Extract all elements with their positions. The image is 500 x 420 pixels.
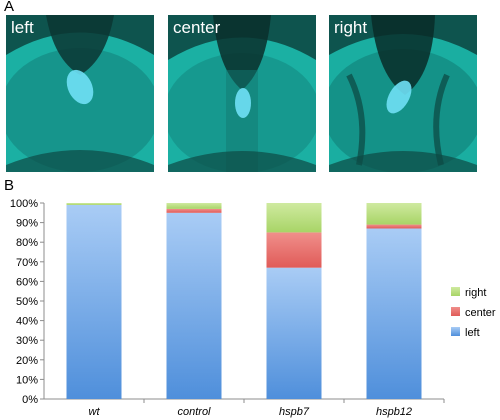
bar-segment-right xyxy=(66,203,122,205)
y-tick-label: 20% xyxy=(16,355,38,367)
y-tick-label: 80% xyxy=(16,237,38,249)
bar-segment-left xyxy=(366,228,422,399)
y-tick-label: 40% xyxy=(16,316,38,328)
micrograph-center: center xyxy=(168,15,316,172)
micrograph-label: left xyxy=(11,18,34,37)
micrograph-label: center xyxy=(173,18,221,37)
legend-label: right xyxy=(465,287,486,299)
bar-segment-right xyxy=(366,203,422,225)
panel-a-letter: A xyxy=(4,0,15,15)
bar-segment-center xyxy=(366,224,422,229)
bar-segment-left xyxy=(266,267,322,399)
y-tick-label: 100% xyxy=(10,198,38,210)
legend-swatch-right xyxy=(451,287,460,296)
bar-segment-center xyxy=(166,208,222,213)
micrograph-left: left xyxy=(6,15,154,172)
bar-segment-center xyxy=(266,232,322,268)
legend-label: center xyxy=(465,307,496,319)
y-tick-label: 10% xyxy=(16,374,38,386)
micrograph-right-image xyxy=(329,15,477,172)
legend-swatch-center xyxy=(451,307,460,316)
panel-b-letter: B xyxy=(4,177,15,194)
legend-swatch-left xyxy=(451,327,460,336)
y-tick-label: 60% xyxy=(16,276,38,288)
micrograph-left-image xyxy=(6,15,154,172)
x-tick-label: control xyxy=(177,406,211,418)
legend-label: left xyxy=(465,327,480,339)
y-tick-label: 30% xyxy=(16,335,38,347)
bar-segment-left xyxy=(166,212,222,399)
micrograph-right: right xyxy=(329,15,477,172)
micrograph-center-image xyxy=(168,15,316,172)
y-tick-label: 70% xyxy=(16,257,38,269)
x-tick-label: wt xyxy=(89,406,101,418)
y-tick-label: 0% xyxy=(22,394,38,406)
micrograph-label: right xyxy=(334,18,368,37)
bar-segment-left xyxy=(66,204,122,399)
x-tick-label: hspb12 xyxy=(376,406,412,418)
y-tick-label: 90% xyxy=(16,218,38,230)
x-tick-label: hspb7 xyxy=(279,406,310,418)
bar-segment-right xyxy=(266,203,322,233)
y-tick-label: 50% xyxy=(16,296,38,308)
bar-segment-right xyxy=(166,203,222,209)
